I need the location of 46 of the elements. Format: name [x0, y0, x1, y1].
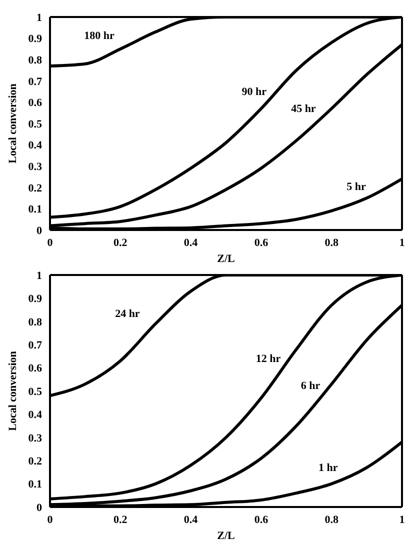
y-axis-title: Local conversion [6, 84, 19, 164]
x-tick-label: 0 [47, 236, 54, 249]
x-tick-label: 0.4 [184, 236, 198, 249]
y-tick-label: 0.4 [28, 140, 42, 152]
x-tick-label: 0.2 [114, 236, 128, 249]
x-tick-label: 0.8 [324, 514, 339, 526]
y-tick-label: 0.7 [28, 76, 42, 88]
y-tick-label: 1 [36, 270, 42, 282]
y-tick-label: 0.2 [28, 456, 42, 468]
y-tick-label: 0.1 [28, 478, 42, 491]
y-tick-label: 0 [36, 502, 42, 514]
x-tick-label: 0.4 [184, 514, 198, 526]
y-tick-label: 0.3 [28, 161, 42, 174]
x-tick-label: 1 [399, 236, 405, 249]
y-tick-label: 0.9 [28, 33, 42, 46]
y-tick-label: 0.9 [28, 293, 42, 306]
series-label: 180 hr [84, 30, 114, 42]
x-axis-title: Z/L [217, 253, 235, 265]
y-tick-label: 0.7 [28, 340, 42, 352]
x-axis-title: Z/L [217, 530, 235, 542]
series-label: 1 hr [318, 462, 338, 474]
y-tick-label: 0.8 [28, 316, 42, 328]
x-tick-label: 0.8 [324, 236, 339, 249]
x-tick-label: 0 [47, 514, 54, 526]
x-tick-label: 0.2 [114, 514, 128, 526]
y-tick-label: 1 [36, 12, 42, 24]
x-tick-label: 1 [399, 514, 405, 526]
series-label: 12 hr [256, 352, 281, 365]
x-tick-label: 0.6 [254, 514, 269, 526]
y-tick-label: 0.4 [28, 409, 42, 422]
y-tick-label: 0.3 [28, 432, 42, 444]
series-label: 24 hr [115, 308, 140, 320]
y-tick-label: 0.2 [28, 182, 42, 194]
y-tick-label: 0.8 [28, 54, 42, 67]
series-label: 45 hr [291, 102, 316, 115]
x-tick-label: 0.6 [254, 236, 269, 249]
series-label: 6 hr [300, 380, 320, 392]
y-axis-title: Local conversion [6, 351, 19, 431]
y-tick-label: 0.6 [28, 362, 42, 375]
y-tick-label: 0.1 [28, 204, 42, 216]
y-tick-label: 0.5 [28, 118, 42, 130]
y-tick-label: 0 [36, 224, 42, 237]
series-label: 90 hr [242, 86, 267, 98]
y-tick-label: 0.6 [28, 97, 42, 110]
series-label: 5 hr [346, 181, 366, 194]
y-tick-label: 0.5 [28, 386, 42, 398]
